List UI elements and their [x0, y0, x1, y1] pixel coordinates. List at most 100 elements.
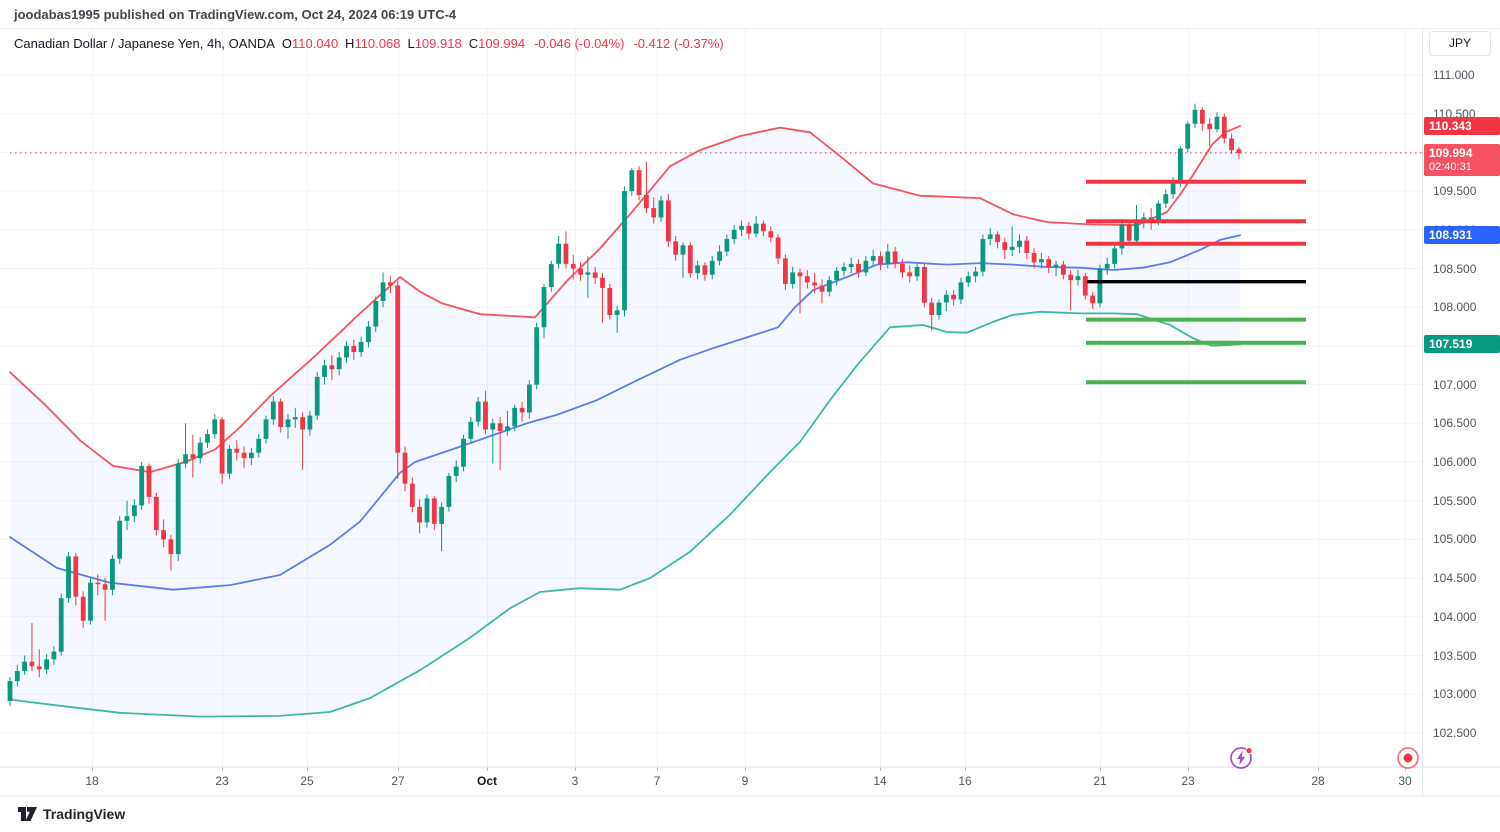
candle-up[interactable]: [1112, 248, 1117, 264]
candle-down[interactable]: [592, 272, 598, 278]
candle-down[interactable]: [687, 245, 693, 274]
candle-down[interactable]: [402, 452, 408, 484]
candle-up[interactable]: [709, 260, 715, 275]
candle-up[interactable]: [51, 651, 57, 660]
candle-down[interactable]: [161, 530, 166, 540]
candle-up[interactable]: [680, 245, 686, 255]
candle-down[interactable]: [1046, 259, 1052, 267]
candle-up[interactable]: [1185, 123, 1191, 149]
tradingview-logo[interactable]: TradingView: [18, 806, 125, 822]
candle-up[interactable]: [314, 376, 320, 416]
candle-up[interactable]: [936, 302, 942, 315]
candle-up[interactable]: [270, 401, 276, 420]
candle-down[interactable]: [761, 223, 766, 232]
candle-up[interactable]: [183, 454, 188, 464]
candle-up[interactable]: [1104, 263, 1110, 269]
candle-up[interactable]: [453, 466, 459, 476]
candle-up[interactable]: [307, 415, 313, 430]
candle-down[interactable]: [234, 448, 240, 453]
candle-down[interactable]: [1002, 242, 1008, 250]
candle-up[interactable]: [1141, 217, 1147, 221]
candle-up[interactable]: [863, 260, 869, 273]
candle-down[interactable]: [1090, 295, 1095, 304]
candle-down[interactable]: [1199, 109, 1205, 124]
candle-up[interactable]: [753, 223, 759, 234]
candle-down[interactable]: [578, 268, 583, 275]
candle-up[interactable]: [739, 225, 744, 230]
candle-down[interactable]: [1207, 123, 1213, 130]
candle-up[interactable]: [534, 327, 540, 385]
candle-down[interactable]: [153, 496, 159, 531]
candle-up[interactable]: [965, 276, 971, 283]
candle-down[interactable]: [95, 582, 101, 585]
candle-down[interactable]: [351, 345, 357, 353]
candle-down[interactable]: [1031, 253, 1037, 263]
candle-up[interactable]: [914, 267, 920, 277]
candle-down[interactable]: [570, 263, 576, 269]
candle-up[interactable]: [1134, 220, 1139, 241]
candle-up[interactable]: [826, 280, 832, 292]
candle-down[interactable]: [409, 483, 415, 507]
candle-up[interactable]: [717, 251, 722, 261]
candle-down[interactable]: [1068, 274, 1074, 281]
symbol-name[interactable]: Canadian Dollar / Japanese Yen, 4h, OAND…: [14, 36, 275, 51]
candle-down[interactable]: [644, 195, 649, 209]
candle-up[interactable]: [848, 263, 854, 267]
candle-up[interactable]: [285, 419, 291, 428]
candle-down[interactable]: [900, 263, 905, 273]
candle-up[interactable]: [58, 598, 64, 652]
candle-up[interactable]: [790, 272, 796, 284]
candle-down[interactable]: [673, 241, 679, 255]
candle-up[interactable]: [1163, 194, 1169, 204]
candle-up[interactable]: [870, 256, 876, 261]
candle-down[interactable]: [783, 258, 788, 284]
time-axis[interactable]: [0, 768, 1422, 795]
candle-down[interactable]: [892, 251, 898, 264]
candle-up[interactable]: [66, 556, 71, 599]
candle-up[interactable]: [1214, 116, 1220, 130]
candle-up[interactable]: [943, 294, 949, 303]
candle-up[interactable]: [1156, 203, 1161, 221]
currency-toggle-button[interactable]: JPY: [1429, 31, 1491, 56]
candle-up[interactable]: [124, 516, 130, 521]
candle-up[interactable]: [7, 681, 13, 702]
candle-up[interactable]: [987, 234, 993, 239]
candle-down[interactable]: [797, 272, 803, 277]
candle-up[interactable]: [548, 263, 554, 288]
candle-up[interactable]: [614, 310, 620, 315]
candle-down[interactable]: [995, 234, 1000, 243]
candle-down[interactable]: [417, 506, 422, 523]
candle-down[interactable]: [1148, 217, 1154, 221]
flash-replay-icon[interactable]: [1229, 746, 1253, 770]
candle-up[interactable]: [197, 442, 203, 459]
candle-up[interactable]: [731, 229, 737, 240]
candle-down[interactable]: [329, 365, 335, 370]
candle-down[interactable]: [1229, 138, 1234, 151]
candle-down[interactable]: [607, 287, 613, 315]
candle-up[interactable]: [14, 671, 20, 682]
candle-up[interactable]: [336, 357, 342, 370]
candle-down[interactable]: [775, 237, 781, 259]
candle-down[interactable]: [80, 596, 86, 621]
candle-down[interactable]: [907, 272, 913, 277]
candle-up[interactable]: [973, 271, 978, 277]
candle-down[interactable]: [388, 282, 393, 286]
candle-down[interactable]: [702, 265, 708, 275]
candle-up[interactable]: [527, 384, 532, 413]
candle-up[interactable]: [1097, 268, 1103, 304]
candle-up[interactable]: [1192, 109, 1198, 124]
candle-up[interactable]: [227, 448, 232, 474]
candle-up[interactable]: [1039, 259, 1044, 263]
candle-up[interactable]: [380, 282, 386, 301]
candle-up[interactable]: [22, 661, 27, 671]
candle-up[interactable]: [841, 267, 847, 271]
candle-up[interactable]: [622, 191, 627, 311]
candle-down[interactable]: [483, 401, 488, 430]
candle-up[interactable]: [1017, 240, 1022, 247]
candle-up[interactable]: [44, 659, 49, 670]
candle-up[interactable]: [175, 463, 181, 555]
candle-up[interactable]: [139, 465, 145, 506]
candle-down[interactable]: [666, 200, 671, 242]
candle-down[interactable]: [73, 556, 79, 597]
candle-up[interactable]: [424, 498, 430, 523]
